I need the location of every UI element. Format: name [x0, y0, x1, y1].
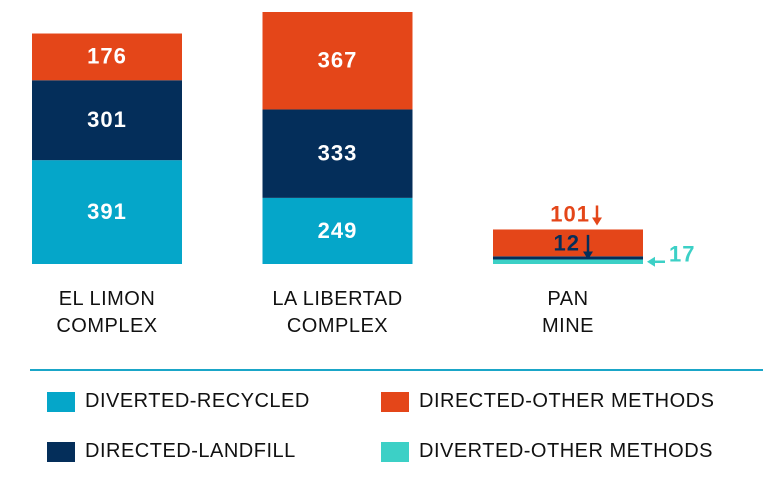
bar-segment — [262, 109, 413, 198]
legend-item: DIVERTED-OTHER METHODS — [381, 440, 713, 463]
x-tick-label: EL LIMON COMPLEX — [56, 288, 158, 337]
legend-item: DIRECTED-OTHER METHODS — [381, 390, 714, 413]
bar-segment — [32, 33, 182, 81]
value-label: 367 — [318, 48, 358, 73]
legend-swatch — [47, 441, 75, 462]
value-label: 101 — [550, 201, 590, 226]
bar-segment — [493, 256, 643, 260]
value-label: 249 — [318, 218, 358, 243]
legend-label: DIVERTED-OTHER METHODS — [419, 440, 713, 462]
value-label: 333 — [318, 140, 358, 165]
legend-item: DIVERTED-RECYCLED — [47, 390, 310, 413]
bar-segment — [262, 197, 413, 264]
value-label: 17 — [669, 242, 695, 267]
bar-segment — [32, 160, 182, 264]
bar-segment — [493, 229, 643, 257]
legend-swatch — [47, 391, 75, 412]
value-label: 176 — [87, 44, 127, 69]
legend-label: DIVERTED-RECYCLED — [85, 390, 310, 412]
value-label: 391 — [87, 199, 127, 224]
bar-segment — [493, 259, 643, 264]
bar-segment — [32, 80, 182, 161]
arrow-head — [647, 256, 655, 267]
legend-label: DIRECTED-LANDFILL — [85, 440, 296, 462]
legend-swatch — [381, 441, 409, 462]
legend-swatch — [381, 391, 409, 412]
x-tick-label: PAN MINE — [542, 288, 594, 337]
legend-label: DIRECTED-OTHER METHODS — [419, 390, 715, 412]
bar-segment — [262, 12, 413, 110]
arrow-head — [592, 217, 602, 226]
value-label: 12 — [554, 231, 580, 256]
value-label: 301 — [87, 107, 127, 132]
legend-item: DIRECTED-LANDFILL — [47, 440, 296, 463]
arrow-head — [583, 251, 593, 260]
x-tick-label: LA LIBERTAD COMPLEX — [272, 288, 403, 337]
